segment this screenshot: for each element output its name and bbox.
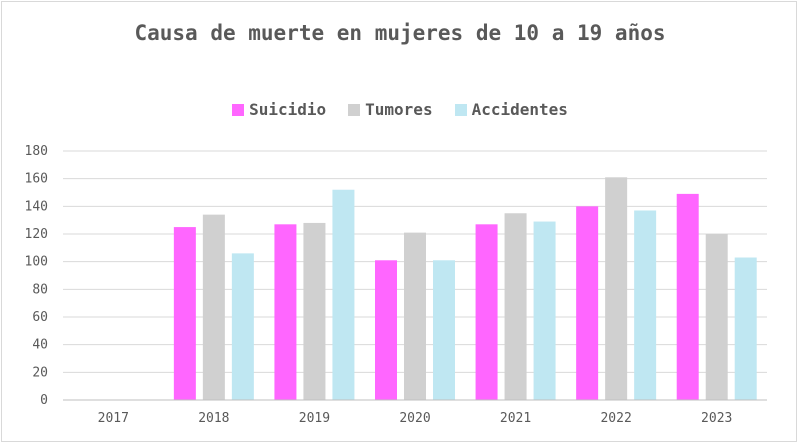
legend-item-suicidio: Suicidio	[232, 100, 326, 119]
bar-accidentes-2023	[734, 257, 757, 400]
x-tick-label: 2022	[600, 411, 631, 426]
bar-suicidio-2023	[676, 193, 699, 400]
y-tick-label: 20	[32, 365, 48, 380]
y-tick-label: 40	[32, 338, 48, 353]
bar-tumores-2020	[404, 232, 426, 400]
bar-suicidio-2019	[274, 224, 297, 400]
legend-swatch	[454, 103, 467, 116]
chart-title: Causa de muerte en mujeres de 10 a 19 añ…	[134, 21, 666, 45]
bar-tumores-2022	[605, 177, 628, 400]
bar-suicidio-2020	[375, 260, 397, 400]
legend-swatch	[348, 103, 361, 116]
legend-label: Suicidio	[249, 100, 327, 119]
bar-tumores-2023	[705, 234, 728, 400]
bar-accidentes-2022	[634, 210, 657, 400]
legend-label: Accidentes	[471, 100, 568, 119]
bar-suicidio-2021	[475, 224, 498, 400]
bar-suicidio-2018	[173, 227, 196, 400]
bar-accidentes-2019	[332, 189, 355, 400]
y-tick-label: 160	[25, 172, 48, 187]
y-tick-label: 120	[25, 227, 48, 242]
bar-accidentes-2020	[433, 260, 455, 400]
y-tick-label: 0	[40, 393, 48, 408]
legend-label: Tumores	[365, 100, 433, 119]
x-tick-label: 2020	[399, 411, 430, 426]
legend-item-tumores: Tumores	[348, 100, 433, 119]
x-tick-label: 2023	[701, 411, 732, 426]
y-tick-label: 80	[32, 282, 48, 297]
x-tick-label: 2021	[500, 411, 531, 426]
y-tick-label: 100	[25, 255, 48, 270]
bar-suicidio-2022	[576, 206, 599, 400]
bar-tumores-2018	[202, 214, 225, 400]
y-tick-label: 60	[32, 310, 48, 325]
bar-accidentes-2021	[533, 221, 556, 400]
legend: Suicidio Tumores Accidentes	[2, 100, 798, 119]
legend-item-accidentes: Accidentes	[454, 100, 568, 119]
legend-swatch	[232, 103, 245, 116]
x-tick-label: 2017	[98, 411, 129, 426]
y-tick-label: 180	[25, 144, 48, 159]
bar-tumores-2021	[504, 213, 527, 400]
bar-accidentes-2018	[231, 253, 254, 400]
x-tick-label: 2018	[198, 411, 229, 426]
x-tick-label: 2019	[299, 411, 330, 426]
bar-tumores-2019	[303, 222, 326, 400]
y-tick-label: 140	[25, 199, 48, 214]
